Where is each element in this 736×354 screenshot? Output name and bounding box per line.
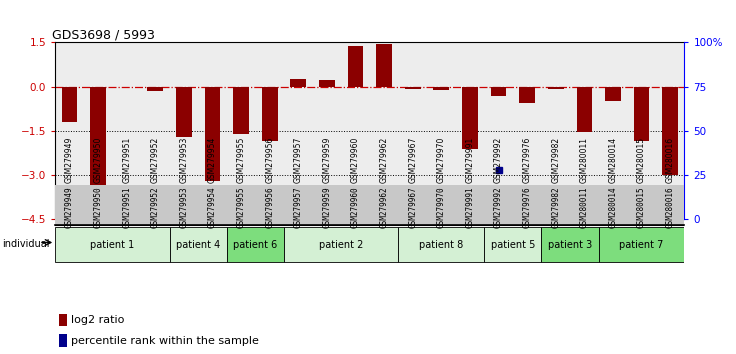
Bar bbox=[520, 87, 535, 103]
Text: GSM279953: GSM279953 bbox=[180, 187, 188, 228]
Text: patient 3: patient 3 bbox=[548, 240, 592, 250]
Bar bbox=[141, 42, 169, 219]
Bar bbox=[462, 87, 478, 149]
Text: GDS3698 / 5993: GDS3698 / 5993 bbox=[52, 28, 155, 41]
Bar bbox=[376, 44, 392, 87]
Text: percentile rank within the sample: percentile rank within the sample bbox=[71, 336, 258, 346]
Text: GSM279951: GSM279951 bbox=[122, 187, 131, 228]
Text: GSM279976: GSM279976 bbox=[523, 187, 531, 228]
Text: patient 6: patient 6 bbox=[233, 240, 277, 250]
Text: GSM279967: GSM279967 bbox=[408, 187, 417, 228]
Text: GSM279982: GSM279982 bbox=[551, 187, 560, 228]
Bar bbox=[59, 334, 67, 347]
Bar bbox=[62, 87, 77, 122]
Bar bbox=[513, 42, 542, 219]
Bar bbox=[598, 227, 684, 262]
Bar bbox=[605, 87, 621, 102]
Bar bbox=[656, 42, 684, 219]
Bar bbox=[347, 46, 364, 87]
Bar bbox=[313, 42, 342, 219]
Text: patient 1: patient 1 bbox=[91, 240, 135, 250]
Text: GSM279962: GSM279962 bbox=[380, 187, 389, 228]
Bar bbox=[634, 87, 649, 141]
Text: GSM279991: GSM279991 bbox=[465, 187, 475, 228]
Text: GSM279959: GSM279959 bbox=[322, 187, 331, 228]
Text: GSM279949: GSM279949 bbox=[65, 187, 74, 228]
Bar bbox=[319, 80, 335, 87]
Bar bbox=[262, 87, 277, 141]
Bar bbox=[398, 227, 484, 262]
Bar bbox=[227, 42, 255, 219]
Bar bbox=[147, 87, 163, 91]
Bar bbox=[491, 87, 506, 96]
Bar bbox=[542, 227, 598, 262]
Text: GSM280016: GSM280016 bbox=[665, 187, 675, 228]
Bar bbox=[84, 42, 113, 219]
Bar bbox=[284, 227, 398, 262]
Text: patient 2: patient 2 bbox=[319, 240, 364, 250]
Text: patient 5: patient 5 bbox=[491, 240, 535, 250]
Text: log2 ratio: log2 ratio bbox=[71, 315, 124, 325]
Bar bbox=[255, 42, 284, 219]
Bar bbox=[176, 87, 192, 137]
Bar bbox=[662, 87, 678, 175]
Bar bbox=[284, 42, 313, 219]
Text: GSM279952: GSM279952 bbox=[151, 187, 160, 228]
Bar bbox=[342, 42, 369, 219]
Bar bbox=[205, 87, 220, 181]
Text: GSM279954: GSM279954 bbox=[208, 187, 217, 228]
Bar bbox=[169, 42, 198, 219]
Text: GSM280014: GSM280014 bbox=[609, 187, 618, 228]
Bar bbox=[576, 87, 592, 132]
Bar bbox=[91, 87, 106, 190]
Text: patient 7: patient 7 bbox=[620, 240, 664, 250]
Text: GSM279970: GSM279970 bbox=[437, 187, 446, 228]
Bar bbox=[369, 42, 398, 219]
Text: GSM279960: GSM279960 bbox=[351, 187, 360, 228]
Bar bbox=[598, 42, 627, 219]
Bar bbox=[291, 79, 306, 87]
Bar bbox=[548, 87, 564, 89]
Bar bbox=[627, 42, 656, 219]
Bar bbox=[456, 42, 484, 219]
Text: GSM279955: GSM279955 bbox=[236, 187, 246, 228]
Text: GSM279957: GSM279957 bbox=[294, 187, 302, 228]
Bar bbox=[233, 87, 249, 134]
Bar bbox=[405, 87, 420, 89]
Bar bbox=[542, 42, 570, 219]
Bar bbox=[427, 42, 456, 219]
Bar bbox=[198, 42, 227, 219]
Bar bbox=[55, 42, 84, 219]
Bar bbox=[55, 227, 169, 262]
Bar bbox=[570, 42, 598, 219]
Text: GSM279992: GSM279992 bbox=[494, 187, 503, 228]
Bar bbox=[434, 87, 449, 90]
Text: GSM280015: GSM280015 bbox=[637, 187, 646, 228]
Text: GSM279950: GSM279950 bbox=[93, 187, 102, 228]
Bar bbox=[484, 227, 542, 262]
Bar bbox=[227, 227, 284, 262]
Bar bbox=[169, 227, 227, 262]
Bar bbox=[59, 314, 67, 326]
Bar bbox=[113, 42, 141, 219]
Text: patient 4: patient 4 bbox=[176, 240, 220, 250]
Text: individual: individual bbox=[2, 239, 50, 249]
Text: GSM279956: GSM279956 bbox=[265, 187, 275, 228]
Text: GSM280011: GSM280011 bbox=[580, 187, 589, 228]
Bar bbox=[398, 42, 427, 219]
Bar bbox=[484, 42, 513, 219]
Text: patient 8: patient 8 bbox=[420, 240, 464, 250]
